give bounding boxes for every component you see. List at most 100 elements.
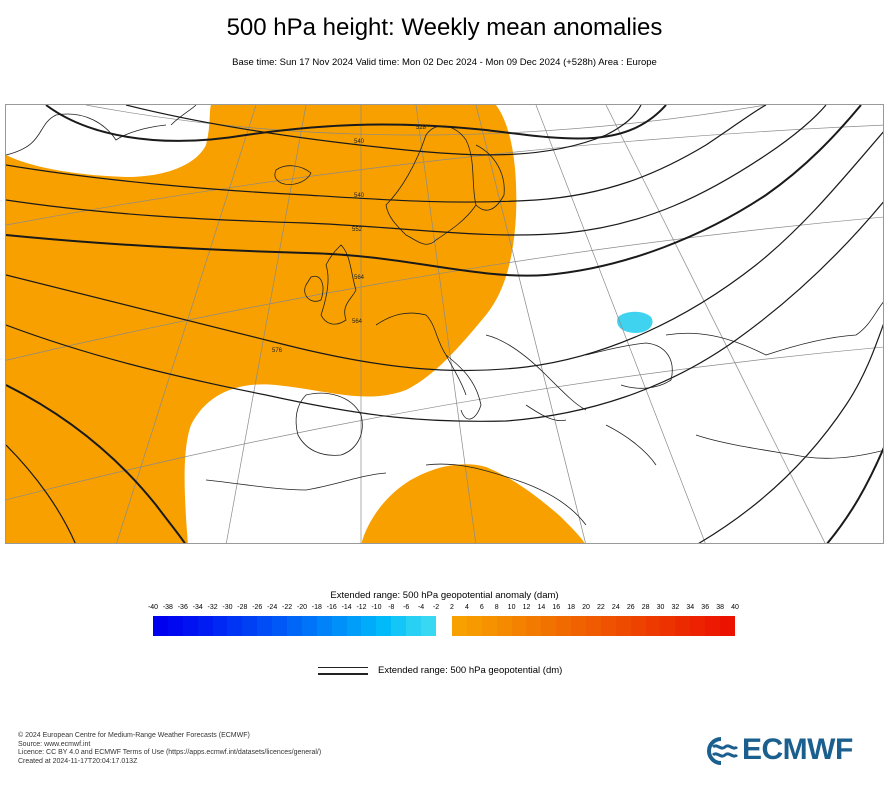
negative-anomaly-region <box>617 311 653 333</box>
color-swatch <box>630 616 646 636</box>
graticule <box>6 105 883 543</box>
footer: © 2024 European Centre for Medium-Range … <box>18 732 321 766</box>
color-swatch <box>720 616 735 636</box>
contour-label: 564 <box>354 275 365 281</box>
color-swatch <box>660 616 676 636</box>
page-title: 500 hPa height: Weekly mean anomalies <box>226 14 663 41</box>
contour-label: 528 <box>416 125 427 131</box>
legend-tick-label: 24 <box>611 604 620 611</box>
color-swatch <box>197 616 213 636</box>
color-swatch <box>257 616 273 636</box>
color-swatch <box>675 616 691 636</box>
color-swatch <box>331 616 347 636</box>
color-swatch <box>316 616 332 636</box>
legend-tick-label: -34 <box>192 604 203 611</box>
anomaly-legend-title: Extended range: 500 hPa geopotential ano… <box>330 590 559 601</box>
legend-tick-label: -2 <box>432 604 440 611</box>
color-swatch <box>481 616 497 636</box>
ecmwf-logo[interactable]: ECMWF <box>706 733 876 768</box>
negative-color-bar <box>153 616 436 636</box>
legend-tick-label: 14 <box>537 604 546 611</box>
anomaly-legend-ticks: -40 -38 -36 -34 -32 -30 -28 -26 -24 -22 -20 -18 -16-… <box>0 604 889 616</box>
created-line: Created at 2024-11-17T20:04:17.013Z <box>18 757 138 765</box>
legend-tick-label: -20 <box>296 604 307 611</box>
positive-anomaly-region-south <box>361 464 585 543</box>
legend-tick-label: -4 <box>417 604 425 611</box>
color-swatch <box>452 616 467 636</box>
legend-tick-label: -6 <box>403 604 410 611</box>
contour-labels: 528 540 540 552 564 564 576 <box>272 125 427 354</box>
color-swatch <box>153 616 168 636</box>
color-swatch <box>346 616 362 636</box>
legend-tick-label: 20 <box>582 604 590 611</box>
color-swatch <box>376 616 392 636</box>
contour-label: 564 <box>352 319 363 325</box>
color-swatch <box>301 616 317 636</box>
page-subtitle: Base time: Sun 17 Nov 2024 Valid time: M… <box>232 57 657 68</box>
contour-label: 576 <box>272 348 283 354</box>
legend-tick-label: 38 <box>716 604 724 611</box>
contour-legend-lines <box>318 667 368 677</box>
legend-tick-label: -12 <box>356 604 367 611</box>
legend-tick-label: 22 <box>597 604 605 611</box>
legend-tick-label: 2 <box>450 604 454 611</box>
legend-tick-label: 10 <box>507 604 516 611</box>
legend-tick-label: -14 <box>341 604 352 611</box>
color-swatch <box>690 616 706 636</box>
color-swatch <box>466 616 482 636</box>
color-swatch <box>526 616 542 636</box>
legend-tick-label: 40 <box>731 604 739 611</box>
legend-tick-label: -18 <box>311 604 322 611</box>
legend-tick-label: 32 <box>671 604 680 611</box>
color-swatch <box>361 616 377 636</box>
color-swatch <box>541 616 557 636</box>
legend-tick-label: 36 <box>701 604 710 611</box>
ecmwf-wave-icon <box>707 737 739 765</box>
color-swatch <box>227 616 243 636</box>
legend-tick-label: 12 <box>522 604 531 611</box>
color-swatch <box>242 616 258 636</box>
legend-tick-label: 16 <box>552 604 561 611</box>
legend-tick-label: 26 <box>626 604 635 611</box>
legend-tick-label: -16 <box>326 604 337 611</box>
color-swatch <box>212 616 228 636</box>
legend-tick-label: 18 <box>567 604 576 611</box>
legend-tick-label: -30 <box>222 604 233 611</box>
geopotential-contours <box>6 105 883 543</box>
anomaly-map[interactable]: 528 540 540 552 564 564 576 <box>5 104 884 544</box>
legend-tick-label: 4 <box>464 604 469 611</box>
color-swatch <box>556 616 572 636</box>
color-swatch <box>511 616 527 636</box>
legend-tick-label: 30 <box>656 604 665 611</box>
color-swatch <box>600 616 616 636</box>
color-swatch <box>167 616 183 636</box>
contour-label: 552 <box>352 227 363 233</box>
contour-label: 540 <box>354 193 365 199</box>
copyright-line: © 2024 European Centre for Medium-Range … <box>18 732 250 739</box>
coastlines <box>6 105 883 526</box>
contour-legend-label: Extended range: 500 hPa geopotential (dm… <box>378 665 563 676</box>
contour-label: 540 <box>354 139 365 145</box>
color-swatch <box>182 616 198 636</box>
legend-tick-label: -22 <box>281 604 293 611</box>
licence-line: Licence: CC BY 4.0 and ECMWF Terms of Us… <box>18 749 322 757</box>
legend-tick-label: -40 <box>147 604 159 611</box>
color-swatch <box>406 616 422 636</box>
color-swatch <box>615 616 631 636</box>
contour-legend: Extended range: 500 hPa geopotential (dm… <box>318 664 578 680</box>
color-swatch <box>421 616 436 636</box>
legend-tick-label: -26 <box>252 604 263 611</box>
legend-tick-label: -32 <box>207 604 218 611</box>
legend-tick-label: -36 <box>177 604 188 611</box>
color-swatch <box>391 616 407 636</box>
legend-tick-label: 28 <box>641 604 650 611</box>
legend-tick-label: -24 <box>267 604 278 611</box>
map-svg: 528 540 540 552 564 564 576 <box>6 105 883 543</box>
color-swatch <box>496 616 512 636</box>
color-swatch <box>571 616 587 636</box>
legend-tick-label: 6 <box>479 604 484 611</box>
color-swatch <box>645 616 661 636</box>
positive-color-bar <box>452 616 735 636</box>
ecmwf-wordmark: ECMWF <box>742 733 853 766</box>
legend-tick-label: -28 <box>237 604 248 611</box>
